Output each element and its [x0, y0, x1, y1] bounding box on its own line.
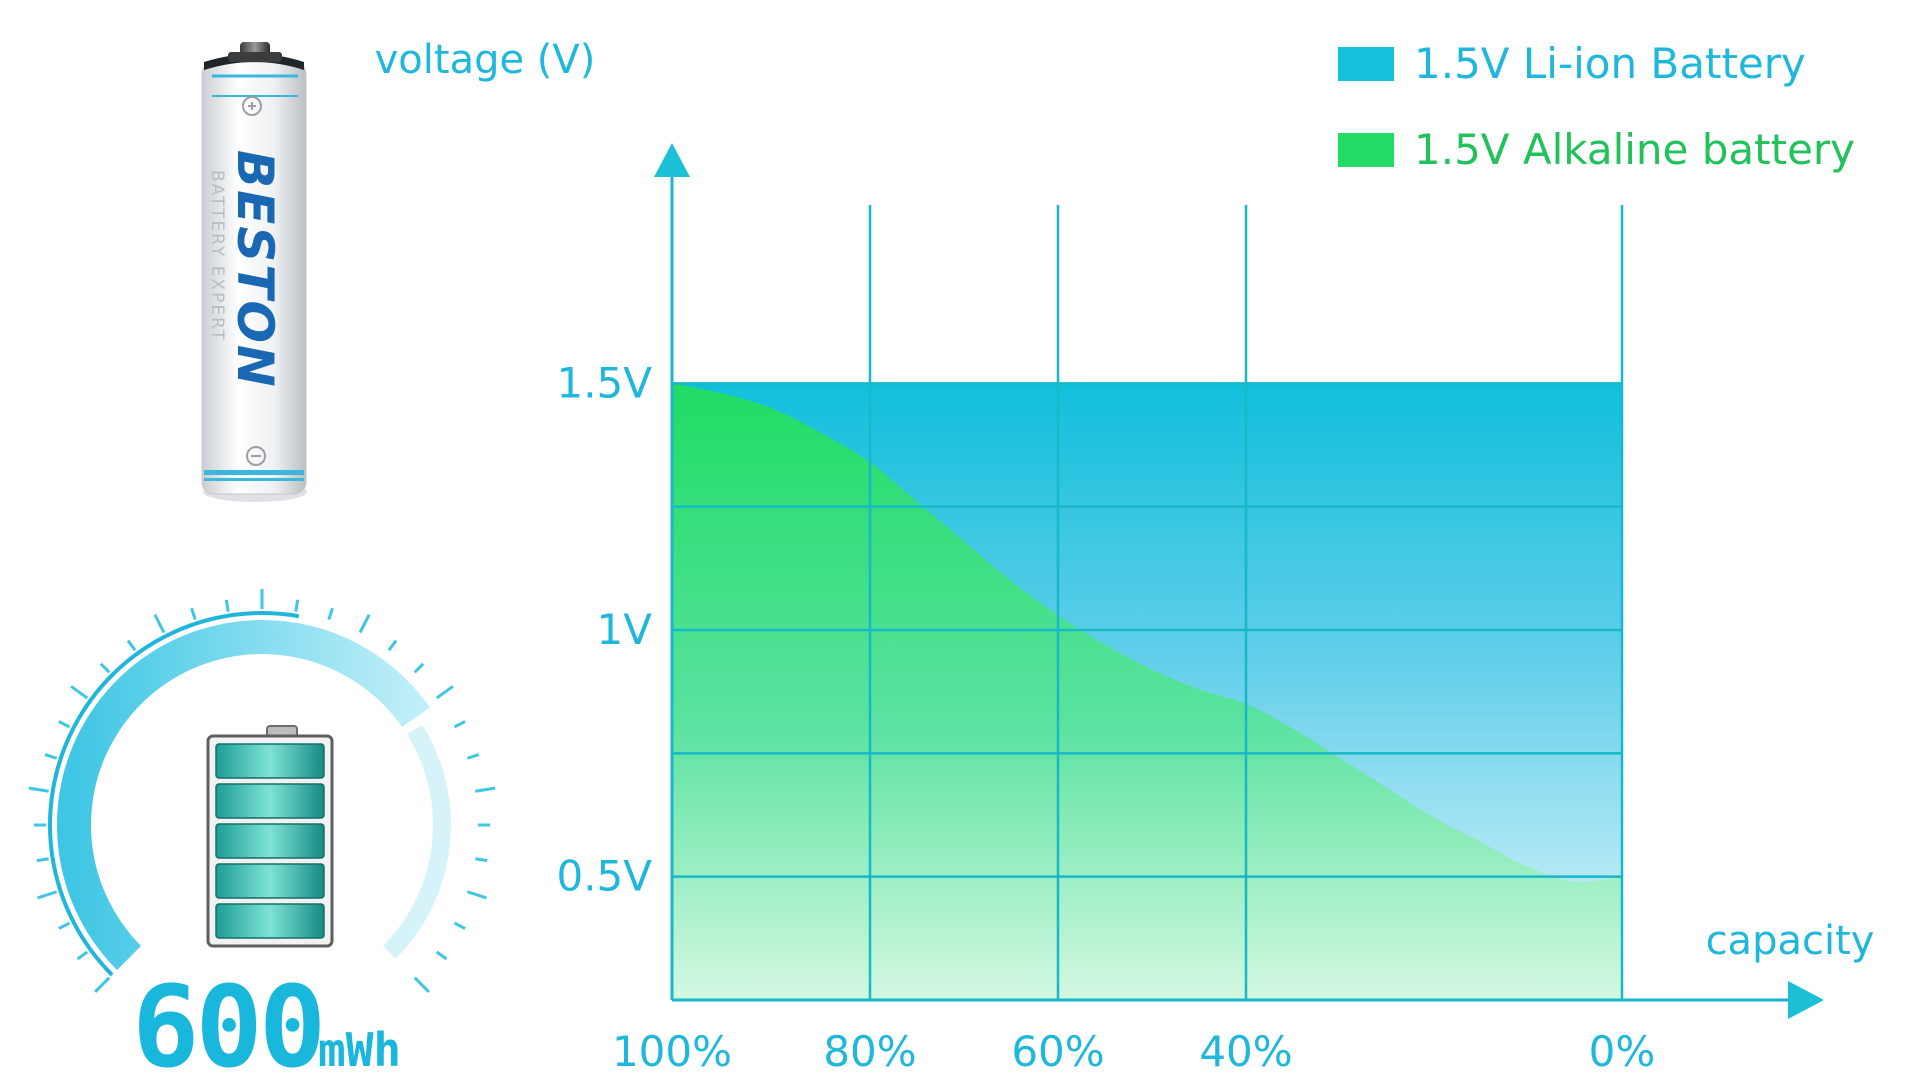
x-tick-label: 60%	[1011, 1027, 1104, 1076]
y-tick-label: 0.5V	[556, 852, 652, 901]
legend-label-alkaline: 1.5V Alkaline battery	[1414, 125, 1855, 174]
series-area-alkaline	[672, 383, 1622, 1000]
y-tick-label: 1.5V	[556, 358, 652, 407]
legend: 1.5V Li-ion Battery 1.5V Alkaline batter…	[1338, 39, 1855, 174]
y-axis-arrow	[654, 143, 690, 177]
battery-brand-text: BESTON	[226, 150, 284, 389]
legend-swatch-alkaline	[1338, 133, 1394, 167]
x-axis-label: capacity	[1706, 918, 1875, 964]
x-tick-label: 40%	[1199, 1027, 1292, 1076]
x-axis-arrow	[1788, 981, 1824, 1019]
chart-axes	[654, 143, 1824, 1019]
legend-label-li-ion: 1.5V Li-ion Battery	[1414, 39, 1806, 88]
tick-labels: 1.5V 1V 0.5V 100% 80% 60% 40% 0%	[556, 358, 1655, 1076]
legend-swatch-li-ion	[1338, 47, 1394, 81]
capacity-gauge-icon	[28, 589, 496, 993]
x-tick-label: 0%	[1589, 1027, 1656, 1076]
y-tick-label: 1V	[597, 605, 653, 654]
chart-grid	[672, 205, 1624, 1000]
battery-level-icon	[206, 725, 334, 948]
energy-unit: mWh	[318, 1023, 401, 1077]
battery-tagline-text: BATTERY EXPERT	[207, 170, 227, 342]
energy-value: 600	[132, 963, 322, 1088]
x-tick-label: 100%	[612, 1027, 732, 1076]
energy-readout: 600 mWh	[132, 963, 401, 1088]
x-tick-label: 80%	[823, 1027, 916, 1076]
aa-battery-icon: BESTON BATTERY EXPERT	[201, 42, 307, 502]
y-axis-label: voltage (V)	[375, 37, 596, 83]
